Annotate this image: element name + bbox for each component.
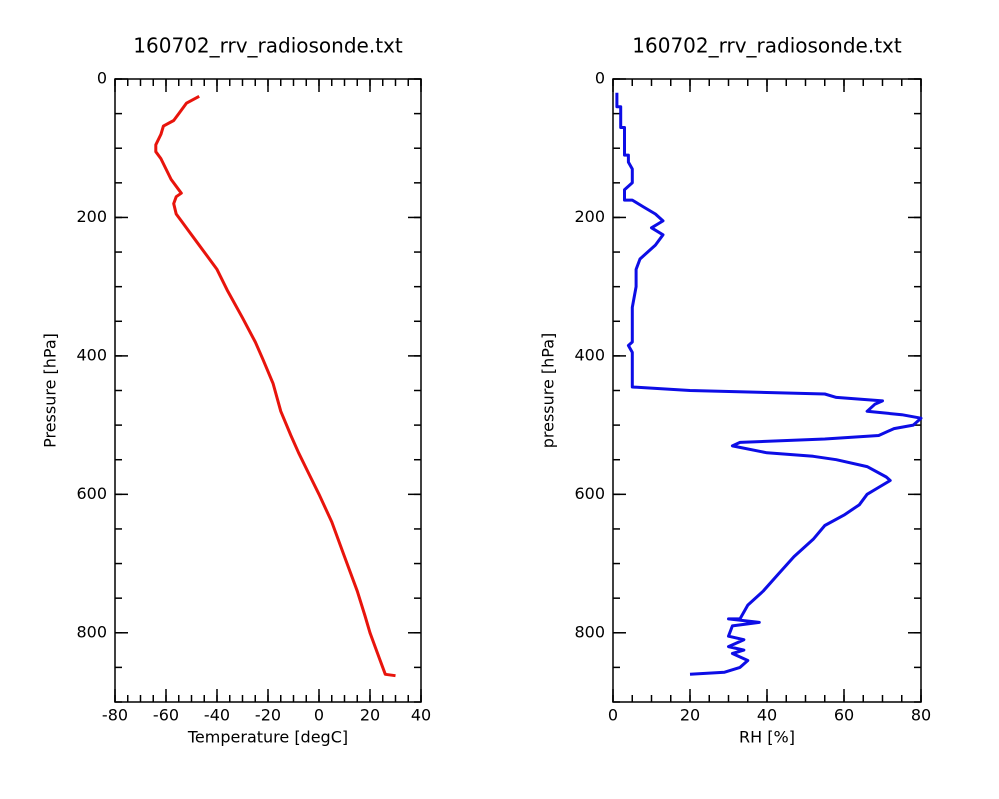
- y-tick-label: 400: [76, 345, 107, 364]
- plot-frame: [114, 78, 422, 703]
- profile-line: [615, 92, 923, 676]
- x-tick-label: -60: [153, 706, 179, 725]
- y-tick-label: 200: [574, 207, 605, 226]
- x-tick-label: 0: [314, 706, 324, 725]
- y-tick-label: 400: [574, 345, 605, 364]
- y-tick-label: 200: [76, 207, 107, 226]
- y-tick-label: 800: [76, 622, 107, 641]
- x-axis-label: RH [%]: [739, 728, 795, 747]
- x-tick-label: 20: [680, 706, 700, 725]
- x-axis-label: Temperature [degC]: [187, 728, 348, 747]
- y-tick-label: 800: [574, 622, 605, 641]
- y-tick-label: 600: [574, 484, 605, 503]
- x-tick-label: 80: [911, 706, 931, 725]
- chart-title: 160702_rrv_radiosonde.txt: [133, 34, 403, 58]
- x-tick-label: 20: [360, 706, 380, 725]
- chart-title: 160702_rrv_radiosonde.txt: [632, 34, 902, 58]
- plot-frame: [612, 78, 922, 703]
- x-tick-label: 40: [411, 706, 431, 725]
- x-tick-label: 40: [757, 706, 777, 725]
- y-tick-label: 600: [76, 484, 107, 503]
- y-tick-label: 0: [97, 69, 107, 88]
- x-tick-label: 0: [608, 706, 618, 725]
- x-tick-label: -80: [102, 706, 128, 725]
- y-axis-label: Pressure [hPa]: [41, 333, 60, 448]
- y-tick-label: 0: [595, 69, 605, 88]
- profile-line: [154, 94, 396, 678]
- x-tick-label: -20: [255, 706, 281, 725]
- x-tick-label: 60: [834, 706, 854, 725]
- x-tick-label: -40: [204, 706, 230, 725]
- y-axis-label: pressure [hPa]: [539, 333, 558, 449]
